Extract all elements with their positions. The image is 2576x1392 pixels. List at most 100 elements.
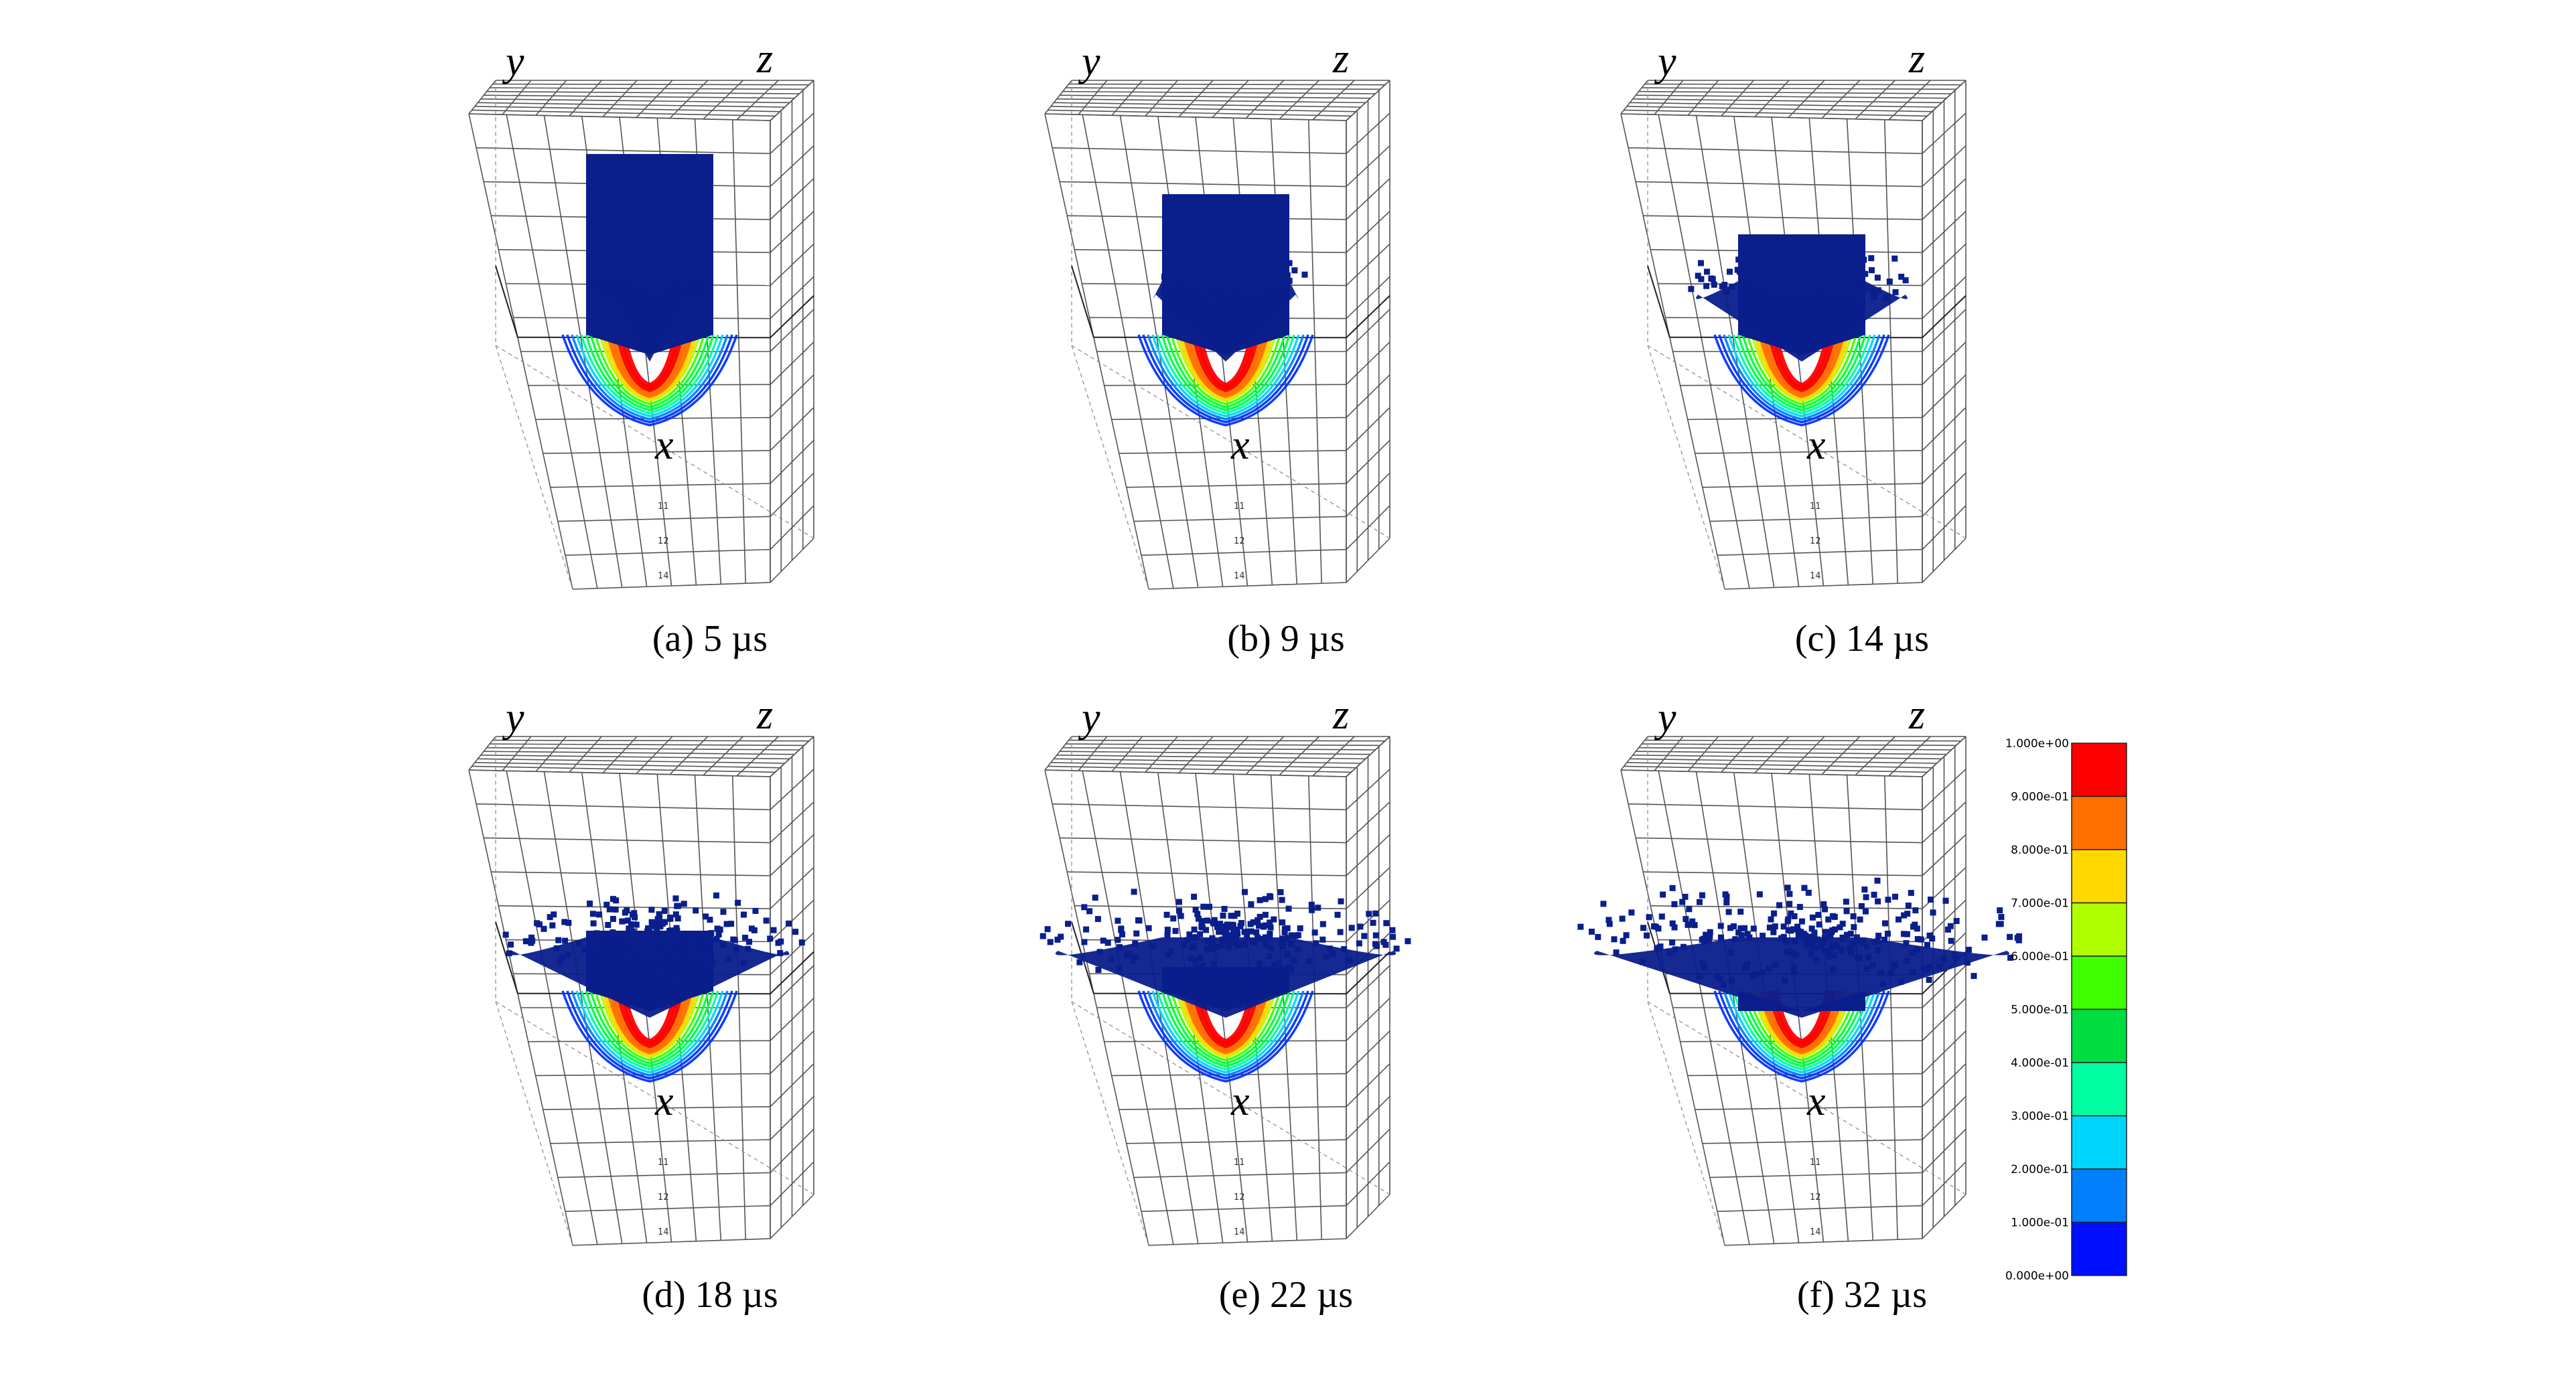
particle-dot (1163, 911, 1170, 918)
particle-dot (1118, 927, 1125, 933)
particle-dot (1874, 877, 1881, 884)
simulation-panels: y z x 11 12 14 (a) 5 µs y z x 11 12 14 (b) 9 µs y z x 11 1… (468, 36, 2022, 1316)
tick-label: 14 (1234, 571, 1245, 581)
particle-dot (1193, 282, 1200, 289)
particle-dot (1861, 886, 1868, 893)
panel-caption: (f) 32 µs (1797, 1274, 1927, 1316)
particle-dot (1825, 916, 1832, 923)
particle-dot (1834, 943, 1841, 949)
particle-dot (1791, 965, 1798, 972)
particle-dot (1770, 929, 1777, 935)
particle-dot (1281, 929, 1288, 935)
tick-label: 14 (658, 571, 669, 581)
grid-line (1636, 94, 1947, 99)
particle-dot (656, 277, 662, 283)
particle-dot (1117, 944, 1123, 951)
particle-dot (632, 282, 639, 289)
contour-band (1137, 990, 1314, 1083)
particle-dot (1177, 273, 1184, 280)
particle-dot (1942, 897, 1949, 904)
particle-dot (1198, 923, 1205, 930)
particle-dot (1606, 921, 1613, 927)
particle-dot (565, 919, 572, 926)
particle-dot (1885, 897, 1891, 903)
particle-dot (1771, 281, 1778, 287)
grid-line (1044, 80, 1072, 114)
particle-dot (1800, 276, 1807, 283)
colorbar-segment (2071, 1115, 2127, 1170)
particle-dot (633, 938, 640, 945)
particle-dot (606, 906, 613, 913)
axis-label-y: y (1078, 39, 1100, 84)
particle-dot (1288, 932, 1295, 939)
grid-line (1626, 762, 1932, 769)
particle-dot (1081, 939, 1088, 945)
grid-line (602, 736, 638, 773)
particle-dot (655, 972, 662, 978)
particle-dot (1936, 963, 1942, 970)
particle-dot (1696, 899, 1703, 905)
contour-band (1161, 334, 1291, 412)
grid-line (1855, 736, 1896, 776)
particle-dot (1064, 921, 1071, 927)
particle-dot (1175, 264, 1182, 271)
colorbar-label: 9.000e-01 (2011, 791, 2069, 804)
particle-dot (1814, 936, 1821, 943)
particle-dot (1828, 262, 1835, 268)
particle-dot (1237, 923, 1244, 929)
particle-dot (646, 271, 652, 278)
particle-dot (713, 935, 720, 942)
particle-dot (1845, 289, 1852, 296)
panel-caption: (c) 14 µs (1795, 618, 1929, 660)
particle-dot (1914, 936, 1921, 943)
particle-dot (1191, 273, 1198, 280)
particle-dot (1234, 911, 1240, 917)
particle-dot (1701, 964, 1707, 971)
grid-line (478, 102, 785, 108)
particle-dot (1812, 945, 1819, 951)
tick-label: 11 (1810, 1158, 1821, 1168)
particle-dot (1804, 940, 1810, 947)
tick-label: 14 (1810, 1227, 1821, 1237)
particle-dot (1776, 276, 1783, 283)
particle-dot (1882, 295, 1889, 301)
particle-skirt (1153, 281, 1299, 362)
axis-label-x: x (1230, 422, 1250, 468)
particle-dot (685, 949, 691, 955)
particle-dot (593, 947, 599, 954)
contour-band (1165, 990, 1286, 1065)
particle-dot (1346, 957, 1353, 963)
particle-dot (1223, 928, 1230, 935)
particle-dot (1728, 978, 1735, 984)
particle-dot (1831, 952, 1837, 959)
particle-dot (1218, 252, 1224, 258)
particle-dot (1839, 921, 1846, 927)
particle-dot (1341, 946, 1348, 953)
particle-dot (1808, 951, 1814, 957)
particle-dot (648, 919, 655, 925)
particle-dot (622, 909, 628, 916)
grid-line (1245, 736, 1285, 775)
particle-dot (1786, 901, 1793, 907)
particle-dot (672, 937, 679, 943)
particle-dot (1267, 924, 1274, 931)
particle-dot (1595, 933, 1601, 940)
particle-dot (1261, 966, 1268, 973)
particle-dot (641, 942, 648, 949)
grid-line (1883, 775, 1898, 1240)
particle-dot (1284, 272, 1291, 279)
axis-label-x: x (1806, 1079, 1826, 1124)
particle-dot (1195, 915, 1202, 922)
colorbar-segment (2071, 1221, 2127, 1276)
particle-dot (689, 941, 695, 948)
particle-dot (1862, 908, 1869, 915)
particle-dot (1784, 949, 1791, 955)
contour-band (1161, 990, 1291, 1068)
particle-dot (1735, 929, 1742, 936)
axis-label-y: y (1654, 39, 1676, 84)
grid-line (472, 765, 776, 773)
particle-dot (1705, 937, 1712, 943)
stress-contours (1137, 333, 1314, 427)
particle-dot (1727, 949, 1734, 956)
particle-dot (1244, 289, 1251, 295)
